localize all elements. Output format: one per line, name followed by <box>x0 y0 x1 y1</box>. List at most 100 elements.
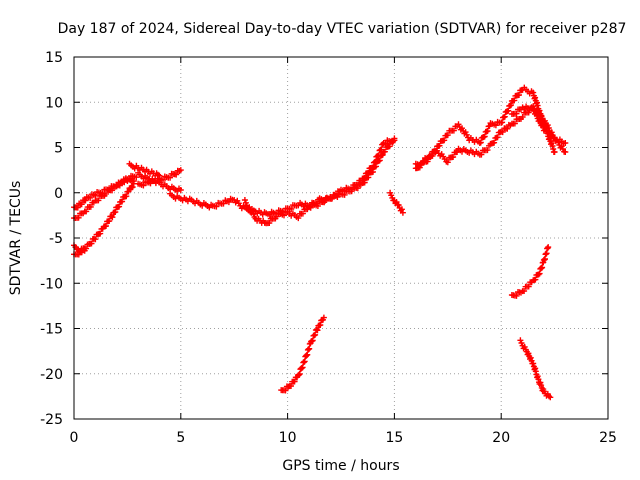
data-point <box>87 194 94 201</box>
data-point <box>225 199 232 206</box>
series-track-f <box>135 167 184 189</box>
data-point <box>535 271 542 278</box>
series-track-n <box>508 244 552 299</box>
data-point <box>499 129 506 136</box>
data-point <box>103 223 109 229</box>
data-point <box>288 383 294 389</box>
data-point <box>160 177 166 184</box>
data-point <box>499 119 506 126</box>
data-point <box>441 137 448 144</box>
data-point <box>125 188 132 195</box>
series-track-l <box>508 103 569 147</box>
data-point <box>241 197 248 203</box>
data-point <box>504 125 511 132</box>
data-point <box>220 200 227 207</box>
data-point <box>532 276 539 283</box>
data-point <box>545 244 552 251</box>
data-point <box>539 121 546 128</box>
data-point <box>428 153 435 160</box>
data-point <box>494 134 501 141</box>
data-point <box>530 105 537 112</box>
data-point <box>249 208 256 215</box>
data-point <box>88 240 95 247</box>
data-point <box>75 214 82 221</box>
data-point <box>381 148 388 155</box>
data-point <box>152 178 159 185</box>
x-tick-label: 25 <box>599 430 617 446</box>
data-point <box>562 149 569 155</box>
data-point <box>119 198 126 205</box>
data-point <box>133 174 140 181</box>
data-point <box>444 159 451 166</box>
data-point <box>334 194 341 200</box>
data-point <box>491 139 498 146</box>
x-tick-label: 0 <box>70 430 79 446</box>
data-point <box>321 199 328 206</box>
x-tick-label: 5 <box>176 430 185 446</box>
x-axis-label: GPS time / hours <box>282 458 399 474</box>
data-point <box>513 110 520 117</box>
data-point <box>532 109 539 116</box>
data-point <box>521 288 528 294</box>
data-point <box>424 158 431 165</box>
data-point <box>312 331 319 338</box>
data-point <box>533 112 540 119</box>
data-point <box>391 135 398 142</box>
data-point <box>108 213 115 220</box>
data-point <box>373 163 379 170</box>
data-point <box>481 133 488 140</box>
data-point <box>299 210 306 217</box>
data-point <box>432 147 439 154</box>
data-point <box>386 143 393 150</box>
data-point <box>361 179 368 186</box>
chart-title: Day 187 of 2024, Sidereal Day-to-day VTE… <box>58 21 627 37</box>
data-point <box>116 182 123 189</box>
series-track-i <box>387 189 406 216</box>
data-point <box>288 206 295 212</box>
data-point <box>450 154 457 160</box>
data-point <box>484 147 491 154</box>
data-point <box>92 236 99 243</box>
data-point <box>511 120 518 127</box>
data-point <box>242 199 249 206</box>
series-track-e <box>126 160 163 179</box>
data-point <box>513 292 520 299</box>
data-point <box>291 378 298 385</box>
data-point <box>266 212 273 219</box>
y-tick-label: 5 <box>54 141 63 157</box>
data-point <box>484 128 491 134</box>
data-point <box>147 180 154 187</box>
data-point <box>112 209 119 215</box>
series-track-g <box>167 137 398 219</box>
data-point <box>395 202 402 209</box>
data-point <box>295 215 302 222</box>
x-tick-label: 20 <box>492 430 510 446</box>
data-point <box>436 142 443 149</box>
data-point <box>95 197 102 204</box>
data-point <box>320 314 327 321</box>
data-point <box>116 203 123 210</box>
data-point <box>516 92 522 98</box>
y-tick-label: -25 <box>40 412 63 428</box>
axis-tick-labels: 0 5 10 15 20 25 -25 -20 -15 -10 -5 0 5 10 15 <box>40 50 617 446</box>
data-point <box>525 283 532 290</box>
data-point <box>348 188 355 195</box>
axis-ticks <box>73 56 609 420</box>
data-point <box>140 182 147 189</box>
grid <box>74 57 608 419</box>
series-track-k <box>412 84 558 169</box>
data-point <box>281 212 287 219</box>
data-point <box>527 354 534 361</box>
data-point <box>505 107 512 114</box>
data-point <box>123 193 130 200</box>
data-point <box>376 157 383 164</box>
data-point <box>399 209 406 216</box>
y-tick-label: -20 <box>40 367 63 383</box>
data-point <box>309 337 316 344</box>
y-tick-label: 15 <box>45 50 63 66</box>
y-tick-label: 10 <box>45 95 63 111</box>
data-point <box>379 151 386 158</box>
data-point <box>508 102 514 109</box>
data-point <box>418 162 425 169</box>
data-point <box>177 187 184 193</box>
